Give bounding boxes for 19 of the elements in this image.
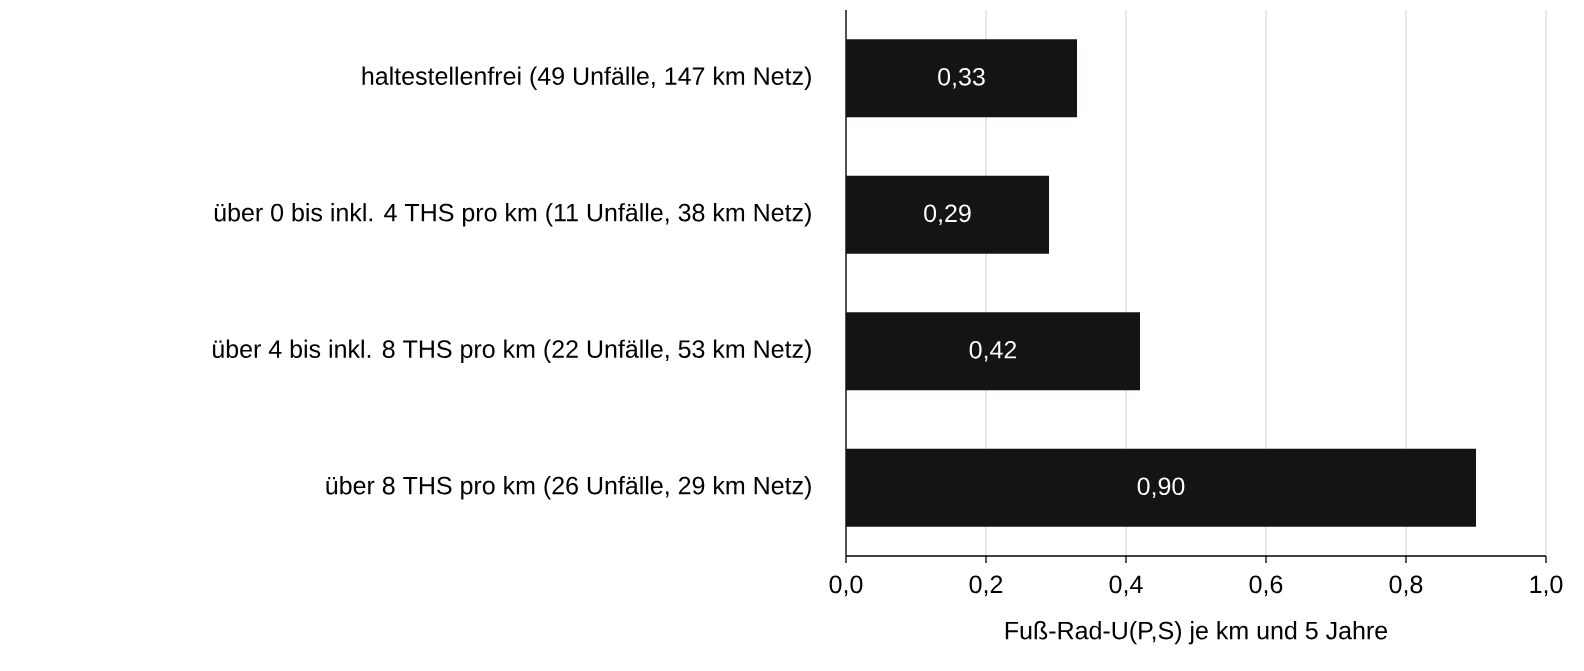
x-tick-label: 0,6 <box>1249 575 1283 597</box>
x-tick-label: 1,0 <box>1530 575 1563 597</box>
bar <box>846 175 1049 254</box>
data-label: 0,33 <box>938 67 985 89</box>
x-tick-label: 0,8 <box>1389 575 1423 597</box>
data-label: 0,29 <box>924 204 971 226</box>
x-tick-label: 0,2 <box>969 575 1003 597</box>
bar <box>846 39 1077 118</box>
bar <box>846 448 1476 527</box>
x-tick-label: 0,0 <box>829 575 863 597</box>
bar <box>846 312 1140 391</box>
y-tick-label: über 4 bis inkl. 8 THS pro km (22 Unfälle, 53 km Netz) <box>213 339 811 363</box>
x-tick-label: 0,4 <box>1109 575 1143 597</box>
y-tick-label: über 0 bis inkl. 4 THS pro km (11 Unfälle, 38 km Netz) <box>214 203 811 227</box>
y-tick-label: über 8 THS pro km (26 Unfälle, 29 km Netz) <box>326 476 811 500</box>
data-label: 0,90 <box>1137 477 1185 499</box>
data-label: 0,42 <box>969 340 1017 362</box>
y-tick-label: haltestellenfrei (49 Unfälle, 147 km Netz) <box>362 66 811 90</box>
x-axis-title: Fuß-Rad-U(P,S) je km und 5 Jahre <box>1005 621 1388 645</box>
